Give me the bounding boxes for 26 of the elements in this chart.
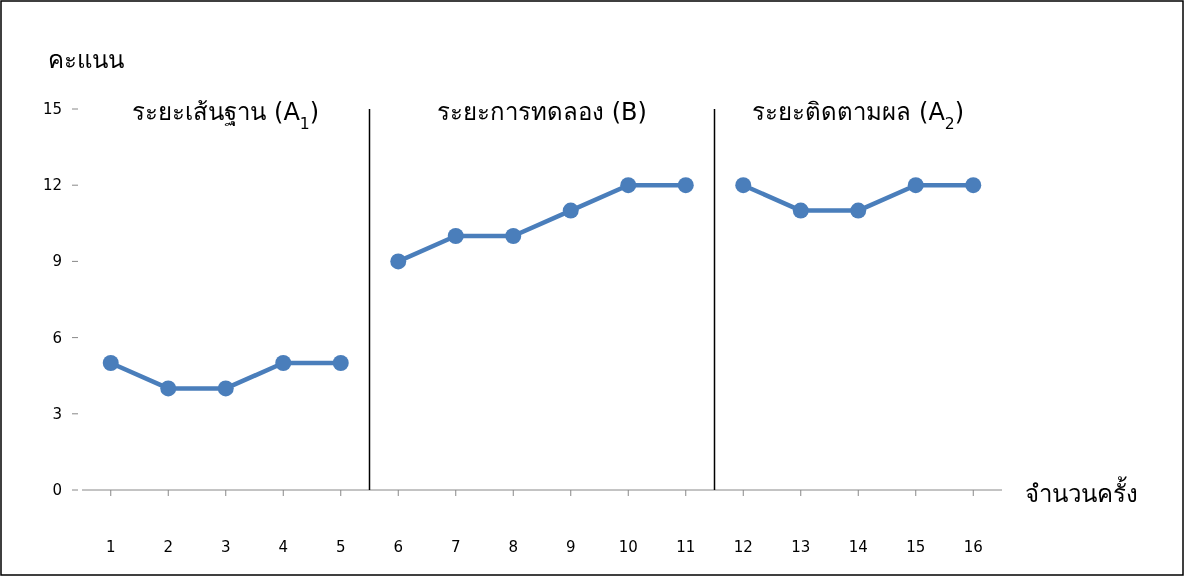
xtick: 2: [163, 538, 173, 556]
xtick: 4: [278, 538, 288, 556]
xtick: 11: [676, 538, 696, 556]
xtick: 10: [618, 538, 638, 556]
xtick: 1: [106, 538, 116, 556]
ytick: 12: [42, 176, 62, 195]
xtick: 16: [963, 538, 983, 556]
annotation: ระยะการทดลอง (B): [437, 98, 647, 126]
xtick: 9: [566, 538, 576, 556]
xtick: 15: [906, 538, 926, 556]
xtick: 6: [393, 538, 403, 556]
xtick: 13: [791, 538, 811, 556]
ytick: 15: [42, 100, 62, 118]
xtick: 14: [848, 538, 868, 556]
ytick: 0: [52, 481, 62, 499]
xtick: 12: [733, 538, 753, 556]
ytick: 3: [52, 404, 62, 423]
ytick: 6: [52, 328, 62, 347]
annotation: ระยะติดตามผล (A$_{2}$): [752, 98, 965, 133]
annotation: ระยะเส้นฐาน (A$_{1}$): [132, 98, 320, 133]
xtick: 7: [451, 538, 461, 556]
xtick: 8: [508, 538, 518, 556]
ytick: 9: [52, 252, 62, 271]
ylabel: คะแนน: [48, 46, 124, 74]
xtick: 5: [336, 538, 346, 556]
xtick: 3: [221, 538, 231, 556]
